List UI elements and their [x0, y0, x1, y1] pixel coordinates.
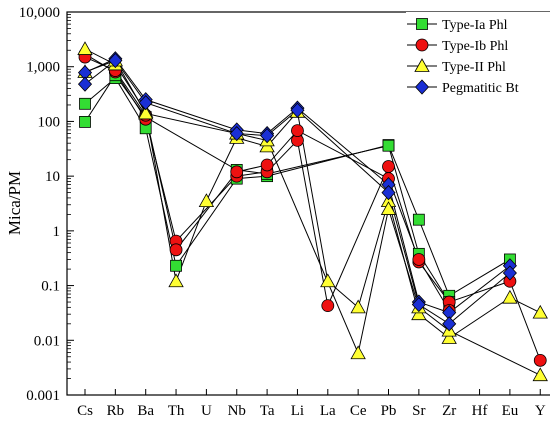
data-point-type-ii-phl	[320, 273, 336, 288]
data-point-type-ib-phl	[291, 124, 304, 137]
data-point-type-ia-phl	[382, 139, 395, 152]
series-line-type-ib-phl	[84, 53, 541, 361]
data-point-type-ib-phl	[230, 165, 244, 179]
x-tick-label: Y	[535, 403, 546, 419]
x-tick-label: Cs	[77, 403, 93, 419]
legend-marker	[414, 58, 430, 72]
x-tick-label: Eu	[502, 403, 519, 419]
data-point-pegmatitic-bt	[502, 265, 517, 281]
series-line-pegmatitic-bt	[84, 58, 511, 314]
x-tick-label: Rb	[107, 403, 125, 419]
data-point-type-ib-phl	[260, 158, 274, 172]
legend-label: Pegmatitic Bt	[442, 81, 519, 96]
data-point-type-ia-phl	[79, 116, 91, 128]
data-point-pegmatitic-bt	[442, 316, 457, 332]
data-point-type-ii-phl	[198, 193, 215, 207]
y-tick-label: 1	[53, 224, 61, 240]
legend-label: Type-Ia Phl	[442, 18, 508, 33]
series-points	[77, 41, 548, 382]
legend-marker	[414, 79, 430, 95]
data-point-type-ia-phl	[412, 213, 425, 226]
data-point-type-ii-phl	[532, 367, 548, 382]
x-axis-ticks: Cs Rb Ba Th U Nb Ta Li La Ce Pb Sr Zr Hf Eu Y	[77, 389, 546, 419]
y-axis-label: Mica/PM	[5, 171, 24, 235]
data-point-pegmatitic-bt	[260, 128, 275, 144]
x-tick-label: La	[320, 403, 336, 419]
x-tick-label: Hf	[472, 403, 488, 419]
y-tick-label: 0.01	[34, 333, 60, 349]
x-tick-label: Pb	[381, 403, 397, 419]
y-tick-label: 10,000	[19, 5, 60, 21]
data-point-type-ia-phl	[79, 97, 91, 110]
data-point-pegmatitic-bt	[411, 296, 426, 313]
data-point-type-ib-phl	[169, 243, 183, 257]
data-point-pegmatitic-bt	[290, 102, 305, 118]
data-point-pegmatitic-bt	[77, 76, 93, 92]
series-line-pegmatitic-bt	[84, 59, 511, 325]
x-tick-label: Ta	[260, 403, 275, 419]
data-point-pegmatitic-bt	[138, 95, 153, 111]
y-tick-label: 10	[45, 169, 60, 185]
legend-box	[406, 12, 550, 100]
x-tick-label: Nb	[228, 403, 246, 419]
data-point-pegmatitic-bt	[381, 185, 396, 201]
legend-marker	[416, 18, 428, 30]
y-tick-label: 0.1	[41, 279, 60, 295]
data-point-type-ib-phl	[321, 299, 335, 313]
legend-marker	[415, 38, 429, 52]
data-point-type-ii-phl	[502, 289, 518, 304]
data-point-type-ii-phl	[441, 330, 457, 344]
legend-label: Type-Ib Phl	[442, 39, 508, 54]
legend-label: Type-II Phl	[442, 60, 506, 75]
data-point-type-ii-phl	[532, 304, 548, 319]
y-tick-label: 100	[38, 114, 61, 130]
data-point-type-ii-phl	[350, 299, 366, 314]
x-tick-label: Ba	[137, 403, 154, 419]
data-point-type-ii-phl	[411, 306, 427, 321]
data-point-type-ii-phl	[350, 345, 366, 360]
data-point-pegmatitic-bt	[108, 52, 123, 69]
series-line-type-ia-phl	[84, 77, 511, 297]
data-point-type-ii-phl	[77, 41, 93, 55]
x-tick-label: U	[201, 403, 212, 419]
x-tick-label: Zr	[442, 403, 456, 419]
series-line-type-ib-phl	[84, 56, 450, 311]
data-point-type-ib-phl	[412, 253, 426, 266]
data-point-type-ii-phl	[168, 273, 184, 288]
y-axis-ticks: 0.001 0.01 0.1 1 10 100 1,000 10,000	[19, 5, 74, 404]
data-point-type-ii-phl	[138, 105, 154, 120]
data-point-type-ib-phl	[382, 160, 395, 173]
plot-frame	[66, 11, 550, 396]
x-tick-label: Th	[168, 403, 185, 419]
data-point-type-ii-phl	[380, 201, 397, 215]
x-tick-label: Sr	[412, 403, 425, 419]
series-line-type-ii-phl	[84, 59, 541, 376]
data-point-pegmatitic-bt	[229, 125, 244, 142]
y-tick-label: 1,000	[26, 60, 60, 76]
y-tick-label: 0.001	[26, 388, 60, 404]
data-point-type-ib-phl	[533, 353, 547, 367]
x-tick-label: Ce	[350, 403, 367, 419]
x-tick-label: Li	[291, 403, 304, 419]
data-point-type-ia-phl	[170, 259, 182, 272]
legend: Type-Ia Phl Type-Ib Phl Type-II Phl Pegmati…	[406, 12, 550, 100]
